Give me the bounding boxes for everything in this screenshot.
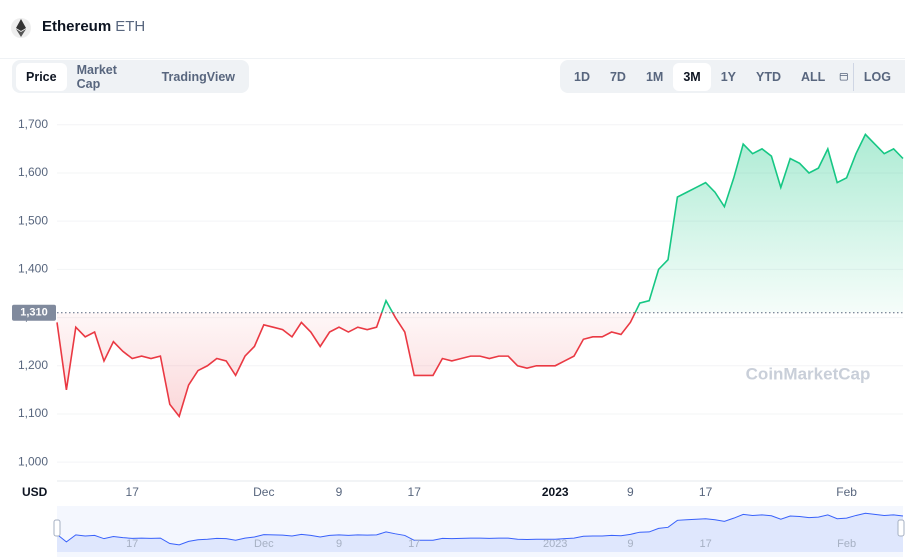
log-button[interactable]: LOG (852, 62, 901, 91)
y-tick-label: 1,700 (18, 117, 48, 131)
tab-group: Price Market Cap TradingView (12, 60, 249, 93)
range-button[interactable]: 1Y (720, 69, 737, 84)
navigator-line (56, 512, 904, 546)
navigator-tick-label: 9 (627, 538, 633, 550)
navigator-bg (57, 506, 903, 557)
range-button[interactable]: ALL (801, 69, 826, 84)
navigator-tick-label: Dec (254, 538, 274, 550)
x-tick-label: 9 (336, 485, 343, 499)
range-button[interactable]: YTD (756, 69, 782, 84)
x-tick-label: 9 (627, 485, 634, 499)
tab[interactable]: Market Cap (76, 62, 117, 91)
navigator-tick-label: Feb (837, 538, 856, 550)
navigator-tick-label: 17 (408, 538, 420, 550)
navigator-tick-label: 17 (699, 538, 711, 550)
y-tick-label: 1,600 (18, 165, 48, 179)
x-tick-label: Feb (836, 485, 857, 499)
tab[interactable]: TradingView (161, 69, 235, 84)
navigator-tick-label: 9 (336, 538, 342, 550)
watermark: CoinMarketCap (746, 364, 871, 383)
y-tick-label: 1,000 (18, 454, 48, 468)
y-tick-label: 1,300 (18, 310, 48, 324)
x-tick-label: 2023 (542, 485, 569, 499)
y-tick-label: 1,100 (18, 406, 48, 420)
baseline-label: 1,310 (20, 307, 48, 319)
tab[interactable]: Price (16, 62, 67, 91)
range-button[interactable]: 1M (645, 69, 664, 84)
x-tick-label: 17 (408, 485, 422, 499)
range-group: 1D 7D 1M 3M 1Y YTD ALL LOG (560, 60, 905, 93)
navigator-area (57, 513, 903, 552)
y-tick-label: 1,400 (18, 262, 48, 276)
symbol: ETH (115, 18, 146, 35)
y-tick-label: 1,200 (18, 358, 48, 372)
navigator-tick-label: 17 (126, 538, 138, 550)
x-tick-label: Dec (253, 485, 274, 499)
coin-name: Ethereum ETH (42, 18, 145, 35)
x-tick-label: 17 (126, 485, 140, 499)
navigator-handle (897, 519, 905, 537)
navigator-tick-label: 2023 (543, 538, 567, 550)
navigator-handle (53, 519, 61, 537)
header: Ethereum ETH (0, 0, 905, 59)
x-tick-label: 17 (699, 485, 713, 499)
range-button[interactable]: 7D (609, 69, 626, 84)
price-area (57, 134, 903, 417)
y-tick-label: 1,500 (18, 213, 48, 227)
baseline-tag (12, 304, 56, 321)
y-axis-label: USD (22, 485, 48, 499)
price-line (56, 133, 904, 419)
calendar-icon[interactable] (835, 67, 853, 87)
range-button[interactable]: 3M (673, 62, 711, 91)
eth-icon (11, 18, 31, 38)
name: Ethereum (42, 18, 112, 35)
range-button[interactable]: 1D (574, 69, 590, 84)
